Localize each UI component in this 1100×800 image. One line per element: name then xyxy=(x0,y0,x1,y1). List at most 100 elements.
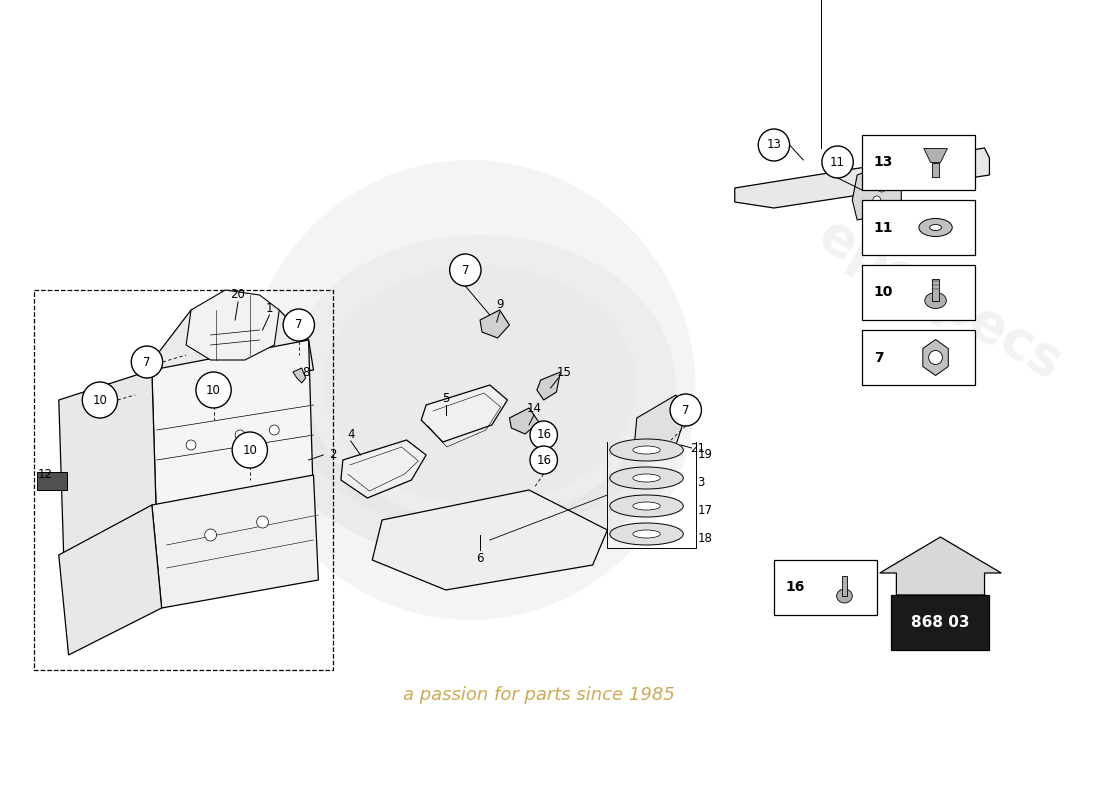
Text: 15: 15 xyxy=(557,366,572,378)
Bar xyxy=(774,560,877,615)
Polygon shape xyxy=(372,490,607,590)
Text: 6: 6 xyxy=(476,551,484,565)
Circle shape xyxy=(450,254,481,286)
Circle shape xyxy=(873,196,881,204)
Ellipse shape xyxy=(323,265,637,505)
Text: 10: 10 xyxy=(92,394,108,406)
Text: 21: 21 xyxy=(690,442,705,454)
Circle shape xyxy=(196,372,231,408)
Ellipse shape xyxy=(609,439,683,461)
Text: 2: 2 xyxy=(329,449,337,462)
Text: 7: 7 xyxy=(462,263,469,277)
Circle shape xyxy=(131,346,163,378)
Ellipse shape xyxy=(930,225,942,230)
Circle shape xyxy=(868,181,876,189)
Circle shape xyxy=(205,529,217,541)
Polygon shape xyxy=(293,368,306,383)
Text: 16: 16 xyxy=(785,580,805,594)
Bar xyxy=(842,576,847,596)
Text: a passion for parts since 1985: a passion for parts since 1985 xyxy=(403,686,674,704)
Polygon shape xyxy=(58,370,156,555)
Ellipse shape xyxy=(632,502,660,510)
Text: 19: 19 xyxy=(697,447,713,461)
Polygon shape xyxy=(341,440,426,498)
Ellipse shape xyxy=(609,467,683,489)
Text: 16: 16 xyxy=(536,454,551,466)
Ellipse shape xyxy=(609,523,683,545)
Polygon shape xyxy=(480,310,509,338)
Ellipse shape xyxy=(284,235,676,535)
Polygon shape xyxy=(58,505,162,655)
Bar xyxy=(932,162,939,177)
Circle shape xyxy=(822,146,854,178)
Text: 1: 1 xyxy=(266,302,273,314)
Text: 7: 7 xyxy=(295,318,302,331)
Text: 17: 17 xyxy=(697,503,713,517)
Polygon shape xyxy=(421,385,507,442)
Text: 13: 13 xyxy=(767,138,781,151)
Circle shape xyxy=(283,309,315,341)
Text: 11: 11 xyxy=(830,155,845,169)
Ellipse shape xyxy=(632,446,660,454)
Circle shape xyxy=(530,446,558,474)
Text: 10: 10 xyxy=(242,443,257,457)
Polygon shape xyxy=(152,310,314,380)
Bar xyxy=(862,200,975,255)
Text: 11: 11 xyxy=(873,221,893,234)
Text: 7: 7 xyxy=(143,355,151,369)
Polygon shape xyxy=(923,339,948,375)
Ellipse shape xyxy=(918,218,953,237)
Circle shape xyxy=(878,184,886,192)
Bar xyxy=(37,472,67,490)
Text: 9: 9 xyxy=(496,298,504,311)
Polygon shape xyxy=(152,340,314,530)
Ellipse shape xyxy=(632,474,660,482)
Text: 16: 16 xyxy=(536,429,551,442)
Polygon shape xyxy=(852,160,901,220)
Bar xyxy=(891,595,989,650)
Circle shape xyxy=(232,432,267,468)
Ellipse shape xyxy=(632,530,660,538)
Polygon shape xyxy=(255,360,675,562)
Text: 7: 7 xyxy=(682,403,690,417)
Text: 20: 20 xyxy=(231,289,245,302)
Circle shape xyxy=(530,421,558,449)
Circle shape xyxy=(928,350,943,365)
Text: 14: 14 xyxy=(527,402,541,414)
Text: 10: 10 xyxy=(206,383,221,397)
Circle shape xyxy=(82,382,118,418)
Polygon shape xyxy=(924,149,947,162)
Text: 13: 13 xyxy=(873,155,893,170)
Text: 5: 5 xyxy=(442,391,450,405)
Circle shape xyxy=(758,129,790,161)
Text: 12: 12 xyxy=(37,469,53,482)
Text: 8: 8 xyxy=(302,366,309,378)
Polygon shape xyxy=(880,537,1001,595)
Ellipse shape xyxy=(609,495,683,517)
Polygon shape xyxy=(735,148,989,208)
Text: 18: 18 xyxy=(697,531,713,545)
Text: 4: 4 xyxy=(346,429,354,442)
Polygon shape xyxy=(186,290,279,360)
Text: 10: 10 xyxy=(873,286,893,299)
Bar xyxy=(862,330,975,385)
Circle shape xyxy=(245,160,695,620)
Text: 868 03: 868 03 xyxy=(911,615,970,630)
Circle shape xyxy=(235,430,245,440)
Circle shape xyxy=(270,425,279,435)
Bar xyxy=(862,265,975,320)
Circle shape xyxy=(670,394,702,426)
Ellipse shape xyxy=(837,589,852,603)
Polygon shape xyxy=(635,395,685,460)
Circle shape xyxy=(186,440,196,450)
Polygon shape xyxy=(152,475,318,608)
Bar xyxy=(34,290,333,670)
Ellipse shape xyxy=(925,293,946,309)
Polygon shape xyxy=(537,372,560,400)
Text: 3: 3 xyxy=(697,475,705,489)
Bar xyxy=(862,135,975,190)
Polygon shape xyxy=(509,408,539,434)
Text: epcspecs: epcspecs xyxy=(810,210,1071,390)
Bar xyxy=(932,278,939,301)
Circle shape xyxy=(256,516,268,528)
